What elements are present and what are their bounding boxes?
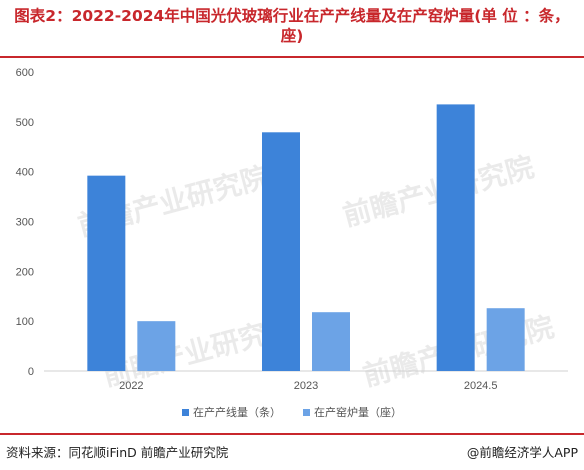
legend-item-series-1: 在产产线量（条） xyxy=(182,404,281,420)
x-tick-label: 2023 xyxy=(294,380,318,392)
bar-series-1 xyxy=(436,104,475,371)
brand-credit: @前瞻经济学人APP xyxy=(466,445,578,460)
chart-title: 图表2：2022-2024年中国光伏玻璃行业在产产线量及在产窑炉量(单 位 ：条… xyxy=(14,7,570,45)
source-note: 资料来源：同花顺iFinD 前瞻产业研究院 xyxy=(6,445,229,460)
y-tick-label: 200 xyxy=(16,266,34,278)
legend-item-series-2: 在产窑炉量（座） xyxy=(303,404,402,420)
y-tick-label: 0 xyxy=(28,366,34,378)
y-tick-label: 400 xyxy=(16,167,34,179)
legend-label-series-2: 在产窑炉量（座） xyxy=(314,406,402,419)
x-tick-label: 2022 xyxy=(119,380,143,392)
y-tick-label: 300 xyxy=(16,217,34,229)
legend-swatch-series-1 xyxy=(182,408,189,416)
x-tick-label: 2024.5 xyxy=(464,380,498,392)
title-divider xyxy=(0,56,584,58)
y-tick-label: 600 xyxy=(16,67,34,79)
bar-chart: 0 100 200 300 400 500 600 2022 2023 2024.5 xyxy=(16,67,568,392)
bar-series-2 xyxy=(137,321,176,371)
legend-label-series-1: 在产产线量（条） xyxy=(193,406,281,419)
bar-series-2 xyxy=(486,308,525,371)
bar-series-2 xyxy=(312,312,350,371)
legend-swatch-series-2 xyxy=(303,408,310,416)
footer-divider xyxy=(0,433,584,435)
y-tick-label: 500 xyxy=(16,117,34,129)
y-tick-label: 100 xyxy=(16,316,34,328)
bar-series-1 xyxy=(262,132,300,371)
bar-series-1 xyxy=(87,175,126,371)
legend: 在产产线量（条） 在产窑炉量（座） xyxy=(0,404,584,420)
